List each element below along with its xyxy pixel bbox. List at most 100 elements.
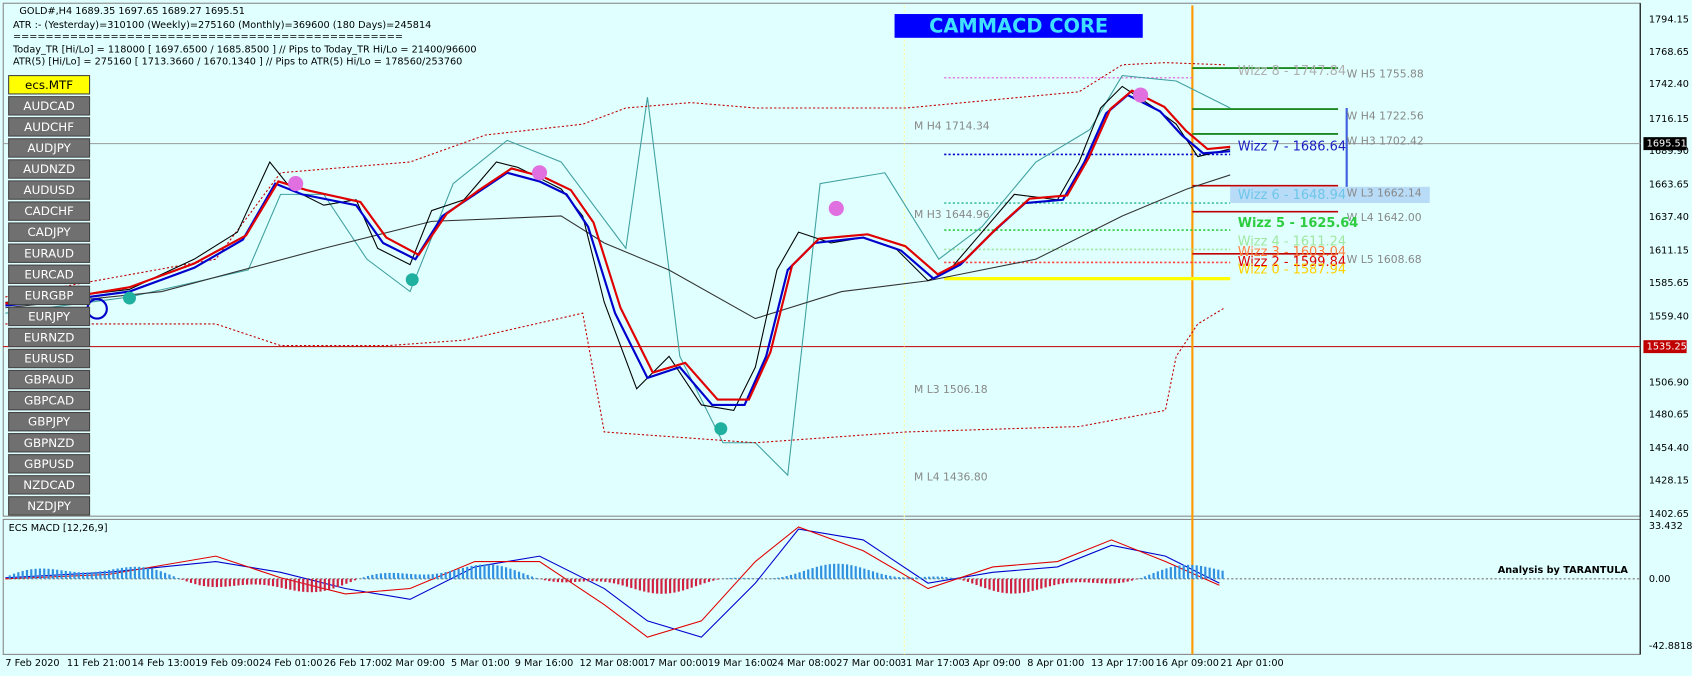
button-label[interactable]: AUDCHF: [24, 120, 74, 134]
button-label[interactable]: ecs.MTF: [25, 78, 73, 92]
button-label[interactable]: AUDCAD: [23, 99, 74, 113]
symbol-button[interactable]: AUDNZD: [8, 159, 91, 179]
hist-bar: [1066, 578, 1069, 583]
symbol-button[interactable]: AUDCAD: [8, 96, 91, 116]
symbol-button[interactable]: GBPNZD: [8, 433, 91, 453]
button-label[interactable]: GBPCAD: [24, 394, 74, 408]
button-label[interactable]: GBPJPY: [28, 415, 71, 429]
hist-bar: [923, 576, 926, 579]
button-label[interactable]: EURGBP: [25, 288, 74, 302]
button-bg[interactable]: [8, 180, 91, 200]
hist-bar: [634, 578, 637, 590]
hist-bar: [332, 578, 335, 589]
button-label[interactable]: CADCHF: [24, 204, 74, 218]
symbol-button[interactable]: EURGBP: [8, 285, 91, 306]
button-bg[interactable]: [8, 285, 91, 306]
button-label[interactable]: NZDJPY: [27, 499, 71, 513]
button-bg[interactable]: [8, 138, 91, 158]
button-bg[interactable]: [8, 306, 91, 327]
button-bg[interactable]: [8, 348, 91, 369]
hist-bar: [1104, 578, 1108, 584]
button-bg[interactable]: [8, 201, 91, 221]
button-label[interactable]: GBPNZD: [24, 436, 75, 450]
monthly-level: M H3 1644.96: [914, 208, 990, 221]
weekly-level: W L5 1608.68: [1347, 253, 1422, 266]
button-bg[interactable]: [8, 390, 91, 411]
hist-bar: [712, 578, 715, 581]
price-path: [5, 85, 1231, 411]
symbol-button[interactable]: GBPUSD: [8, 454, 91, 474]
button-bg[interactable]: [8, 96, 91, 116]
hist-bar: [1191, 564, 1194, 579]
button-label[interactable]: NZDCAD: [23, 478, 75, 492]
hist-bar: [423, 574, 426, 579]
hist-bar: [172, 576, 175, 579]
button-label[interactable]: EURJPY: [28, 309, 71, 323]
hist-bar: [772, 578, 775, 579]
button-bg[interactable]: [8, 243, 91, 263]
macd-title: ECS MACD [12,26,9]: [9, 523, 108, 534]
hist-bar: [863, 568, 866, 579]
button-label[interactable]: EURUSD: [24, 352, 74, 366]
hist-bar: [224, 578, 227, 587]
button-label[interactable]: AUDJPY: [27, 141, 71, 155]
button-label[interactable]: AUDUSD: [23, 183, 74, 197]
button-label[interactable]: EURNZD: [24, 330, 75, 344]
button-bg[interactable]: [8, 369, 91, 390]
hist-bar: [945, 577, 948, 579]
symbol-button[interactable]: AUDJPY: [8, 138, 91, 158]
symbol-button[interactable]: CADJPY: [8, 222, 91, 242]
symbol-button[interactable]: NZDJPY: [8, 496, 91, 516]
hist-bar: [992, 578, 995, 591]
hist-bar: [1212, 568, 1216, 579]
wizz-level: Wizz 0 - 1587.94: [1238, 262, 1346, 277]
button-bg[interactable]: [8, 433, 91, 453]
button-bg[interactable]: [8, 454, 91, 474]
symbol-button[interactable]: GBPAUD: [8, 369, 91, 390]
hist-bar: [1156, 571, 1159, 579]
hist-bar: [1169, 567, 1172, 579]
button-bg[interactable]: [8, 159, 91, 179]
hist-bar: [789, 574, 793, 579]
button-bg[interactable]: [8, 75, 91, 95]
hist-bar: [34, 568, 37, 579]
hist-bar: [323, 578, 326, 591]
hist-bar: [1109, 578, 1112, 584]
button-bg[interactable]: [8, 411, 91, 432]
symbol-button[interactable]: EURUSD: [8, 348, 91, 369]
hist-bar: [1044, 578, 1047, 588]
hist-bar: [574, 578, 577, 582]
button-bg[interactable]: [8, 475, 91, 495]
hist-bar: [94, 571, 98, 579]
button-bg[interactable]: [8, 264, 91, 285]
symbol-button[interactable]: AUDUSD: [8, 180, 91, 200]
hist-bar: [207, 578, 210, 587]
symbol-button[interactable]: EURCAD: [8, 264, 91, 285]
hist-bar: [1096, 578, 1099, 584]
button-bg[interactable]: [8, 327, 91, 348]
button-label[interactable]: GBPAUD: [24, 373, 74, 387]
button-label[interactable]: EURAUD: [24, 246, 74, 260]
button-bg[interactable]: [8, 496, 91, 516]
symbol-button[interactable]: AUDCHF: [8, 117, 91, 137]
button-bg[interactable]: [8, 222, 91, 242]
hist-bar: [25, 569, 29, 579]
symbol-button[interactable]: GBPJPY: [8, 411, 91, 432]
hist-bar: [595, 578, 598, 582]
hist-bar: [414, 574, 417, 579]
symbol-button[interactable]: EURJPY: [8, 306, 91, 327]
button-label[interactable]: EURCAD: [24, 267, 73, 281]
symbol-button[interactable]: NZDCAD: [8, 475, 91, 495]
button-label[interactable]: CADJPY: [28, 225, 72, 239]
hist-bar: [517, 571, 521, 579]
symbol-button[interactable]: EURAUD: [8, 243, 91, 263]
hist-bar: [155, 569, 158, 579]
symbol-button[interactable]: EURNZD: [8, 327, 91, 348]
button-bg[interactable]: [8, 117, 91, 137]
symbol-button[interactable]: ecs.MTF: [8, 75, 91, 95]
button-label[interactable]: AUDNZD: [23, 162, 75, 176]
symbol-button[interactable]: CADCHF: [8, 201, 91, 221]
button-label[interactable]: GBPUSD: [24, 457, 74, 471]
symbol-button[interactable]: GBPCAD: [8, 390, 91, 411]
hist-bar: [142, 567, 145, 579]
